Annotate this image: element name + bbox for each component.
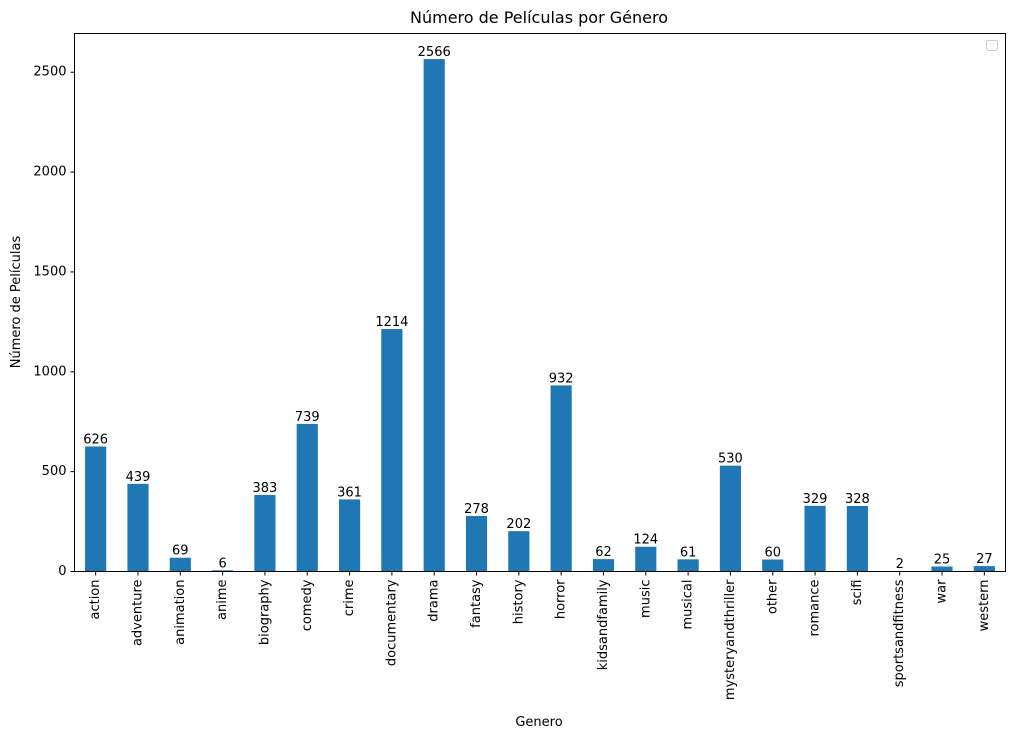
bar-kidsandfamily (592, 559, 615, 572)
y-axis: 0 500 1000 1500 2000 2500 (33, 65, 75, 579)
bar-scifi (846, 505, 868, 572)
x-tick-label-kidsandfamily: kidsandfamily (596, 579, 611, 670)
bar-value-label-other: 60 (764, 546, 781, 561)
bar-value-label-western: 27 (976, 552, 993, 567)
bar-anime (212, 570, 234, 572)
bar-war (931, 566, 953, 572)
x-tick-label-other: other (765, 579, 780, 614)
bar-history (508, 531, 530, 572)
bar-value-label-war: 25 (934, 553, 951, 568)
x-tick-label-musical: musical (681, 580, 696, 630)
bar-other (762, 559, 784, 572)
x-tick-label-adventure: adventure (130, 580, 145, 647)
bar-horror (550, 385, 572, 572)
x-tick-label-drama: drama (427, 580, 442, 622)
bar-crime (338, 499, 361, 572)
x-tick-label-crime: crime (342, 579, 357, 616)
bar-drama (423, 59, 445, 572)
bar-value-label-music: 124 (633, 533, 658, 548)
bars-group (85, 59, 995, 572)
bar-value-label-mysteryandthriller: 530 (718, 452, 743, 467)
bar-value-label-kidsandfamily: 62 (595, 545, 612, 560)
bar-value-label-fantasy: 278 (464, 502, 489, 517)
bar-musical (677, 559, 699, 572)
x-tick-label-action: action (88, 580, 103, 620)
plot-area-frame (74, 33, 1006, 572)
x-tick-label-music: music (638, 580, 653, 618)
bar-value-label-history: 202 (506, 517, 531, 532)
y-tick-label-0: 0 (58, 564, 66, 579)
bar-value-label-animation: 69 (172, 544, 189, 559)
x-tick-label-mysteryandthriller: mysteryandthriller (723, 579, 738, 700)
x-tick-label-fantasy: fantasy (469, 579, 484, 628)
x-tick-label-documentary: documentary (384, 579, 399, 666)
bar-value-label-horror: 932 (549, 371, 574, 386)
bar-mysteryandthriller (719, 465, 742, 572)
bar-value-label-drama: 2566 (418, 45, 451, 60)
x-tick-label-sportsandfitness: sportsandfitness (892, 579, 907, 687)
bar-biography (254, 495, 276, 572)
chart-title: Número de Películas por Género (410, 8, 668, 27)
y-tick-label-1000: 1000 (33, 364, 66, 379)
bar-documentary (381, 329, 403, 572)
y-tick-label-2500: 2500 (33, 65, 66, 80)
bar-comedy (296, 423, 318, 572)
x-tick-label-scifi: scifi (850, 580, 865, 606)
legend-box (986, 40, 998, 51)
bar-value-label-sportsandfitness: 2 (896, 557, 904, 572)
x-tick-label-biography: biography (257, 579, 272, 645)
x-tick-label-western: western (977, 580, 992, 632)
x-axis-title: Genero (515, 715, 562, 730)
bar-value-label-crime: 361 (337, 485, 362, 500)
x-tick-label-anime: anime (215, 580, 230, 620)
bar-music (635, 546, 657, 572)
bar-value-label-biography: 383 (253, 481, 278, 496)
bar-value-label-adventure: 439 (126, 470, 151, 485)
bar-value-label-anime: 6 (218, 556, 226, 571)
bar-value-label-action: 626 (83, 432, 108, 447)
x-tick-label-comedy: comedy (300, 579, 315, 631)
bar-value-label-romance: 329 (803, 492, 828, 507)
bar-animation (169, 557, 191, 572)
bar-value-label-comedy: 739 (295, 410, 320, 425)
bar-romance (804, 505, 826, 572)
bar-fantasy (465, 515, 488, 572)
x-tick-label-history: history (511, 579, 526, 624)
bar-value-label-scifi: 328 (845, 492, 870, 507)
y-tick-label-500: 500 (42, 464, 67, 479)
bar-value-label-musical: 61 (680, 545, 697, 560)
bar-western (973, 566, 995, 572)
x-axis: action adventure animation anime biography co… (88, 571, 992, 700)
x-tick-label-war: war (935, 579, 950, 604)
x-tick-label-horror: horror (554, 579, 569, 619)
x-tick-label-animation: animation (173, 580, 188, 645)
y-tick-label-2000: 2000 (33, 165, 66, 180)
bar-value-label-documentary: 1214 (375, 315, 408, 330)
y-tick-label-1500: 1500 (33, 264, 66, 279)
bar-labels-group: 626 439 69 6 383 739 361 1214 2566 278 202 932 62 124… (83, 45, 992, 572)
x-tick-label-romance: romance (808, 580, 823, 637)
y-axis-title: Número de Películas (9, 236, 24, 369)
bar-adventure (127, 483, 149, 572)
bar-action (85, 446, 107, 572)
